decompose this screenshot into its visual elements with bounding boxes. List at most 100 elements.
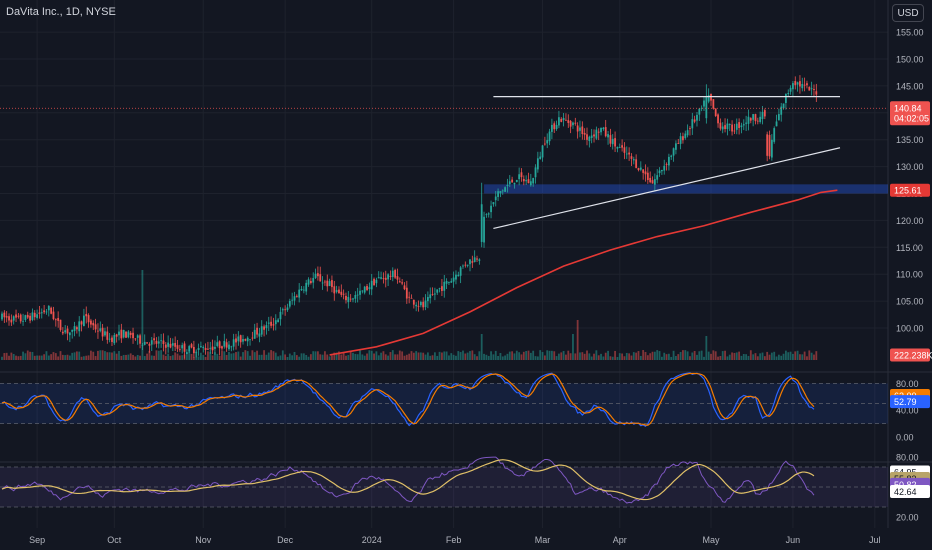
candle-body	[525, 180, 528, 182]
volume-bar	[216, 353, 219, 360]
volume-bar	[157, 350, 160, 360]
candle-body	[260, 326, 263, 335]
candle-body	[8, 316, 10, 321]
candle-body	[328, 281, 331, 286]
volume-bar	[539, 350, 542, 360]
candle-body	[813, 89, 815, 90]
volume-bar	[10, 352, 13, 360]
candle-body	[473, 257, 476, 263]
volume-bar	[609, 356, 612, 360]
volume-bar	[171, 355, 174, 360]
volume-bar	[1, 356, 3, 360]
candle-body	[476, 258, 478, 260]
candle-body	[558, 117, 560, 126]
candle-body	[197, 348, 200, 350]
volume-bar	[366, 353, 368, 360]
volume-bar	[511, 351, 514, 360]
candle-body	[209, 347, 212, 349]
candle-body	[693, 119, 696, 122]
candle-body	[68, 332, 71, 336]
volume-bar	[466, 352, 469, 360]
candle-body	[300, 288, 303, 291]
volume-bar	[443, 351, 446, 360]
candle-body	[429, 294, 432, 299]
volume-bar	[188, 351, 191, 360]
volume-bar	[424, 354, 427, 360]
volume-bar	[642, 350, 645, 360]
candle-body	[469, 259, 471, 265]
volume-bar	[630, 355, 633, 360]
volume-bar	[80, 356, 83, 360]
volume-bar	[799, 354, 801, 360]
candle-body	[660, 169, 663, 172]
price-tick-label: 130.00	[896, 162, 924, 172]
volume-bar	[766, 351, 769, 360]
volume-bar	[57, 356, 60, 360]
candle-body	[646, 172, 649, 181]
volume-bar	[471, 350, 474, 360]
candle-body	[394, 270, 397, 278]
volume-bar	[728, 354, 731, 360]
volume-bar	[794, 351, 797, 360]
volume-bar	[331, 355, 333, 360]
candle-body	[403, 285, 406, 290]
candle-body	[532, 178, 535, 184]
volume-bar	[73, 352, 76, 360]
volume-bar	[33, 355, 36, 360]
volume-bar	[434, 352, 436, 360]
candle-body	[789, 87, 792, 92]
currency-button[interactable]: USD	[892, 4, 924, 22]
candle-body	[691, 119, 694, 129]
candle-body	[384, 277, 387, 280]
candle-body	[649, 177, 652, 183]
rsi-ma-line	[1, 459, 815, 501]
volume-bar	[279, 355, 282, 360]
candle-body	[347, 296, 350, 303]
candle-body	[541, 145, 544, 158]
volume-bar	[12, 354, 15, 360]
candle-body	[319, 274, 322, 282]
candle-body	[408, 296, 411, 298]
candle-body	[188, 346, 191, 352]
volume-bar	[569, 353, 572, 360]
volume-bar	[686, 351, 689, 360]
volume-bar	[380, 352, 382, 360]
candle-body	[398, 281, 401, 283]
volume-bar	[354, 353, 357, 360]
volume-bar	[202, 355, 205, 360]
candle-body	[335, 290, 338, 292]
candle-body	[618, 147, 621, 149]
volume-bar	[345, 355, 347, 360]
candle-body	[19, 314, 22, 322]
volume-bar	[17, 356, 20, 360]
volume-bar	[181, 355, 184, 360]
candle-body	[127, 331, 130, 338]
candle-body	[43, 310, 46, 313]
time-tick-label: Jul	[869, 535, 881, 545]
volume-bar	[419, 352, 422, 360]
volume-bar	[525, 350, 528, 360]
candle-body	[129, 332, 132, 335]
candle-body	[317, 273, 319, 277]
symbol-legend: DaVita Inc., 1D, NYSE	[6, 6, 116, 18]
candle-body	[104, 331, 106, 336]
candle-body	[761, 111, 764, 119]
candle-body	[373, 278, 375, 286]
candle-body	[801, 83, 804, 89]
candle-body	[331, 280, 333, 288]
candle-body	[192, 346, 195, 354]
volume-bar	[565, 354, 567, 360]
volume-bar	[494, 350, 497, 360]
candle-body	[101, 327, 104, 337]
volume-bar	[801, 354, 804, 360]
candle-body	[749, 118, 752, 121]
candle-body	[515, 179, 518, 183]
candle-body	[775, 121, 778, 127]
volume-bar	[204, 356, 207, 360]
candle-body	[518, 174, 521, 180]
candle-body	[756, 120, 759, 122]
candle-body	[183, 343, 186, 352]
volume-bar	[176, 353, 179, 360]
candle-body	[305, 282, 308, 292]
